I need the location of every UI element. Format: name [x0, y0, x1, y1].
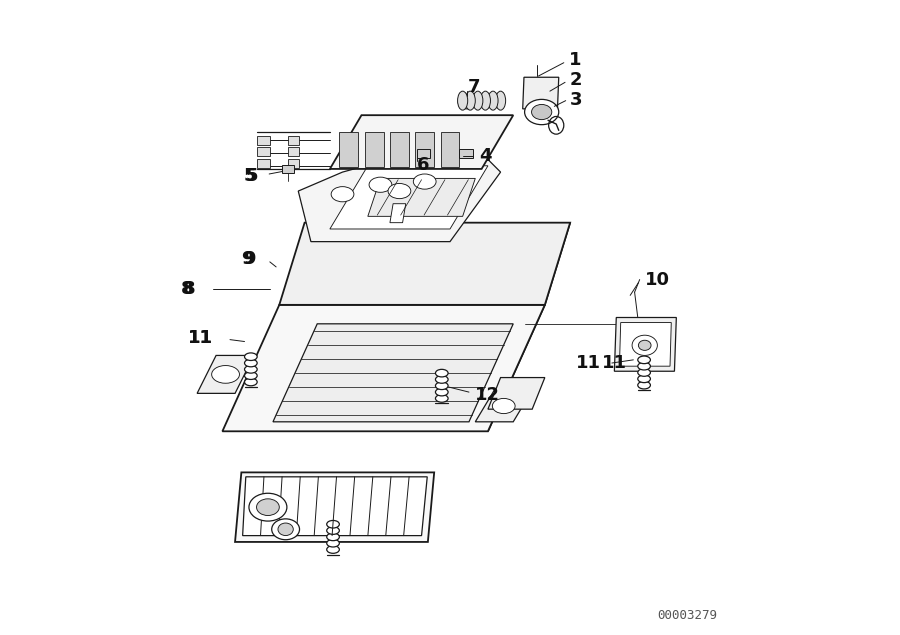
Polygon shape	[235, 472, 434, 542]
Bar	[364, 132, 383, 167]
Ellipse shape	[638, 356, 651, 364]
Bar	[339, 132, 358, 167]
Bar	[440, 132, 460, 167]
Bar	[287, 147, 299, 156]
Bar	[257, 136, 270, 145]
Text: 4: 4	[479, 147, 491, 164]
Ellipse shape	[272, 519, 300, 540]
Bar	[257, 159, 270, 168]
Text: 5: 5	[243, 167, 256, 185]
Bar	[417, 149, 430, 158]
Bar	[257, 147, 270, 156]
Ellipse shape	[488, 91, 498, 110]
Text: 6: 6	[417, 156, 429, 173]
Ellipse shape	[632, 335, 657, 356]
Polygon shape	[197, 356, 254, 393]
Polygon shape	[273, 324, 513, 422]
Text: 11: 11	[575, 354, 600, 372]
Text: 11: 11	[602, 354, 626, 372]
Ellipse shape	[331, 187, 354, 202]
Ellipse shape	[327, 545, 339, 553]
Text: 11: 11	[188, 330, 213, 347]
Ellipse shape	[436, 370, 448, 377]
Ellipse shape	[245, 378, 257, 386]
Ellipse shape	[256, 499, 279, 516]
Ellipse shape	[457, 91, 468, 110]
Ellipse shape	[388, 184, 410, 199]
Bar	[415, 132, 434, 167]
Polygon shape	[523, 77, 559, 109]
Polygon shape	[619, 323, 671, 366]
Ellipse shape	[245, 353, 257, 361]
Ellipse shape	[245, 359, 257, 367]
Polygon shape	[243, 477, 428, 535]
Text: 1: 1	[569, 51, 581, 69]
Ellipse shape	[278, 523, 293, 535]
Bar	[283, 165, 293, 173]
Text: 9: 9	[243, 250, 256, 269]
Polygon shape	[488, 378, 544, 409]
Ellipse shape	[436, 382, 448, 390]
Polygon shape	[368, 178, 475, 217]
Ellipse shape	[327, 533, 339, 540]
Text: 00003279: 00003279	[657, 610, 717, 622]
Ellipse shape	[458, 97, 476, 109]
Text: 3: 3	[570, 91, 582, 109]
Ellipse shape	[212, 366, 239, 384]
Polygon shape	[222, 305, 544, 431]
Bar	[287, 136, 299, 145]
Polygon shape	[330, 166, 488, 229]
Ellipse shape	[638, 363, 651, 370]
Ellipse shape	[245, 372, 257, 380]
Ellipse shape	[436, 389, 448, 396]
Ellipse shape	[462, 99, 472, 106]
Text: 2: 2	[570, 70, 582, 89]
Text: 7: 7	[468, 78, 481, 97]
Ellipse shape	[436, 394, 448, 402]
Polygon shape	[615, 318, 676, 371]
Ellipse shape	[492, 398, 515, 413]
Bar	[459, 149, 472, 158]
Bar	[287, 159, 299, 168]
Polygon shape	[279, 223, 570, 305]
Polygon shape	[488, 223, 570, 431]
Text: 5: 5	[246, 167, 257, 185]
Ellipse shape	[525, 100, 559, 124]
Ellipse shape	[436, 376, 448, 384]
Text: 11: 11	[188, 330, 213, 347]
Ellipse shape	[465, 91, 475, 110]
Text: 10: 10	[644, 271, 670, 288]
Ellipse shape	[472, 91, 483, 110]
Ellipse shape	[249, 493, 287, 521]
Ellipse shape	[496, 91, 506, 110]
Polygon shape	[475, 390, 532, 422]
Ellipse shape	[327, 527, 339, 534]
Text: 9: 9	[241, 250, 254, 269]
Polygon shape	[298, 153, 500, 242]
Polygon shape	[330, 115, 513, 169]
Text: 8: 8	[181, 280, 194, 298]
Ellipse shape	[638, 375, 651, 383]
Ellipse shape	[327, 521, 339, 528]
Ellipse shape	[638, 369, 651, 377]
Ellipse shape	[327, 539, 339, 547]
Text: 12: 12	[475, 385, 500, 404]
Ellipse shape	[245, 366, 257, 373]
Ellipse shape	[369, 177, 392, 192]
Ellipse shape	[638, 340, 651, 351]
Bar	[390, 132, 409, 167]
Ellipse shape	[638, 382, 651, 389]
Polygon shape	[390, 204, 406, 223]
Ellipse shape	[532, 104, 552, 119]
Ellipse shape	[481, 91, 491, 110]
Ellipse shape	[413, 174, 436, 189]
Text: 8: 8	[184, 280, 196, 298]
